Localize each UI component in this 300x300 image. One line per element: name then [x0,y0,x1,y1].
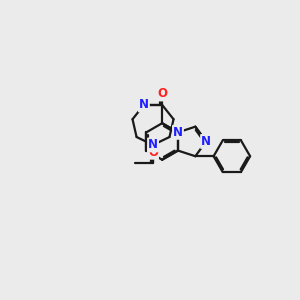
Text: O: O [157,88,167,100]
Text: N: N [201,135,211,148]
Text: O: O [148,146,158,159]
Text: N: N [173,126,183,139]
Text: N: N [139,98,149,111]
Text: N: N [148,138,158,152]
